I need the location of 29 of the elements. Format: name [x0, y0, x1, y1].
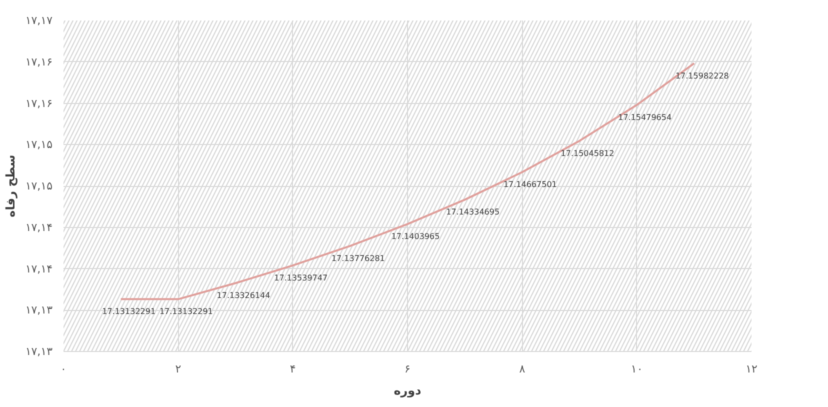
x-axis-title: دوره: [394, 384, 422, 398]
y-axis-title: سطح رفاه: [3, 154, 18, 218]
data-label: 17.15982228: [675, 71, 729, 80]
x-tick-label: ۶: [404, 362, 410, 376]
x-tick-label: ۸: [519, 362, 526, 376]
data-label: 17.13539747: [274, 273, 328, 282]
x-tick-label: ۴: [290, 362, 296, 376]
data-label: 17.13776281: [331, 254, 385, 263]
data-label: 17.13132291: [159, 307, 213, 316]
x-tick-label: ۱۲: [746, 362, 758, 376]
data-label: 17.14667501: [503, 180, 557, 190]
data-label: 17.15479654: [618, 112, 672, 122]
y-tick-label: ۱۷,۱۷: [25, 14, 53, 27]
data-label: 17.14334695: [446, 208, 500, 217]
data-label: 17.15045812: [560, 148, 614, 158]
x-tick-label: ۱۰: [630, 362, 643, 376]
y-tick-label: ۱۷,۱۶: [25, 55, 53, 68]
y-tick-label: ۱۷,۱۵: [25, 138, 53, 152]
data-label: 17.13326144: [216, 291, 270, 300]
y-tick-label: ۱۷,۱۴: [25, 262, 53, 276]
x-tick-label: ۰: [60, 362, 66, 376]
y-tick-label: ۱۷,۱۳: [25, 345, 53, 358]
y-tick-label: ۱۷,۱۵: [25, 180, 53, 192]
x-tick-label: ۲: [175, 362, 182, 376]
data-label: 17.1403965: [391, 232, 440, 242]
y-tick-label: ۱۷,۱۳: [25, 304, 53, 317]
y-tick-label: ۱۷,۱۶: [25, 96, 53, 110]
data-label: 17.13132291: [102, 307, 156, 316]
y-tick-label: ۱۷,۱۴: [25, 220, 53, 234]
